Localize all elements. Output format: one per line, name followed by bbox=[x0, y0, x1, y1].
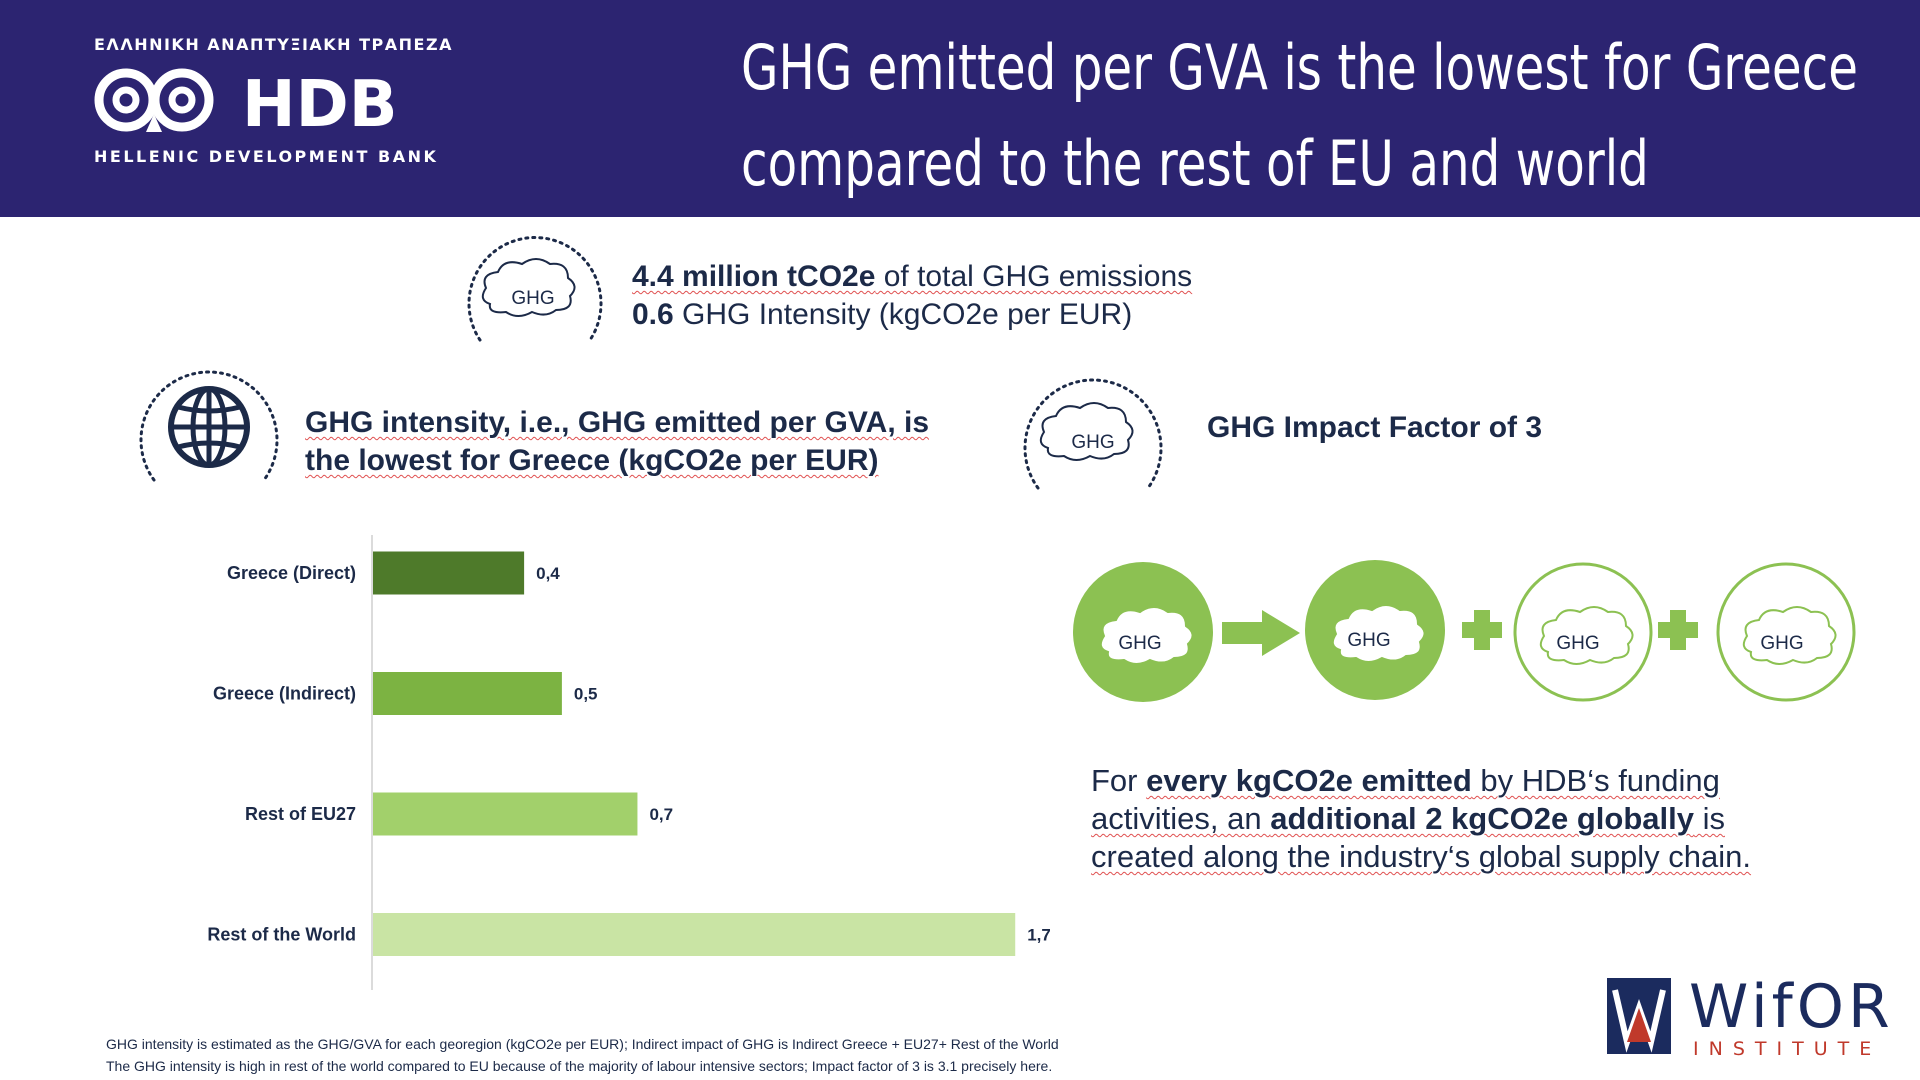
category-label-2: Rest of EU27 bbox=[245, 804, 356, 824]
total-emissions-value: 4.4 million tCO2e bbox=[632, 260, 876, 293]
flow-circle-1: GHG bbox=[1073, 562, 1213, 702]
desc-part-2: every kgCO2e emitted bbox=[1146, 763, 1472, 798]
desc-part-4: additional 2 kgCO2e globally bbox=[1270, 801, 1694, 836]
intensity-description-line-2: the lowest for Greece (kgCO2e per EUR) bbox=[305, 444, 879, 477]
top-icon-label: GHG bbox=[511, 288, 554, 309]
impact-factor-text: GHG Impact Factor of 3 bbox=[1207, 411, 1543, 444]
bar-2 bbox=[373, 792, 638, 836]
globe-icon bbox=[139, 370, 279, 482]
flow-circle-2: GHG bbox=[1305, 560, 1445, 700]
ghg-cloud-icon: GHG bbox=[467, 236, 603, 342]
value-label-3: 1,7 bbox=[1027, 926, 1050, 945]
desc-part-1: For bbox=[1091, 763, 1147, 798]
intensity-text: GHG Intensity (kgCO2e per EUR) bbox=[673, 298, 1133, 331]
total-emissions-stat: 4.4 million tCO2e of total GHG emissions… bbox=[632, 258, 1192, 334]
category-label-1: Greece (Indirect) bbox=[213, 684, 356, 704]
wifor-name: WifOR bbox=[1689, 972, 1894, 1042]
category-label-0: Greece (Direct) bbox=[227, 563, 356, 583]
arrow-icon bbox=[1222, 610, 1300, 656]
desc-part-3: by HDB‘s funding activities, an bbox=[1091, 763, 1720, 836]
flow-label-3: GHG bbox=[1556, 633, 1599, 654]
footnote: GHG intensity is estimated as the GHG/GV… bbox=[106, 1033, 1059, 1077]
flow-label-4: GHG bbox=[1760, 633, 1803, 654]
wifor-logo-mark bbox=[1607, 978, 1671, 1054]
intensity-bar-chart: Greece (Direct) 0,4 Greece (Indirect) 0,5 Re… bbox=[207, 535, 1050, 990]
hdb-logo: HDB bbox=[94, 68, 397, 142]
logo-subtitle: HELLENIC DEVELOPMENT BANK bbox=[94, 147, 439, 166]
impact-icon-label: GHG bbox=[1071, 432, 1114, 453]
intensity-value: 0.6 bbox=[632, 298, 674, 331]
page-title: GHG emitted per GVA is the lowest for Gr… bbox=[741, 20, 1858, 212]
plus-icon-2 bbox=[1658, 610, 1698, 650]
flow-label-1: GHG bbox=[1118, 633, 1161, 654]
wifor-institute: INSTITUTE bbox=[1693, 1038, 1882, 1060]
value-label-1: 0,5 bbox=[574, 685, 598, 704]
footnote-line-2: The GHG intensity is high in rest of the… bbox=[106, 1058, 1053, 1074]
category-label-3: Rest of the World bbox=[207, 925, 356, 945]
impact-flow-diagram: GHG GHG GHG GHG bbox=[1073, 560, 1856, 702]
bar-0 bbox=[373, 551, 525, 595]
value-label-2: 0,7 bbox=[649, 805, 673, 824]
plus-icon-1 bbox=[1462, 610, 1502, 650]
bar-1 bbox=[373, 672, 562, 715]
bar-3 bbox=[373, 913, 1016, 956]
flow-circle-4: GHG bbox=[1716, 562, 1856, 702]
hdb-logo-text: HDB bbox=[242, 68, 397, 142]
impact-cloud-icon: GHG bbox=[1023, 378, 1163, 490]
impact-description: For every kgCO2e emitted by HDB‘s fundin… bbox=[1091, 762, 1771, 876]
desc-part-5: is created along the industry‘s global s… bbox=[1091, 801, 1752, 874]
flow-label-2: GHG bbox=[1347, 630, 1390, 651]
total-emissions-text: of total GHG emissions bbox=[875, 260, 1193, 293]
intensity-description: GHG intensity, i.e., GHG emitted per GVA… bbox=[305, 404, 929, 480]
flow-circle-3: GHG bbox=[1513, 562, 1653, 702]
intensity-description-line-1: GHG intensity, i.e., GHG emitted per GVA… bbox=[305, 406, 930, 439]
title-line-2: compared to the rest of EU and world bbox=[741, 127, 1649, 200]
title-line-1: GHG emitted per GVA is the lowest for Gr… bbox=[741, 31, 1858, 104]
header-banner: ΕΛΛΗΝΙΚΗ ΑΝΑΠΤΥΞΙΑΚΗ ΤΡΑΠΕΖΑ HDB HELLENI… bbox=[0, 0, 1920, 217]
value-label-0: 0,4 bbox=[536, 564, 560, 583]
logo-greek-text: ΕΛΛΗΝΙΚΗ ΑΝΑΠΤΥΞΙΑΚΗ ΤΡΑΠΕΖΑ bbox=[94, 35, 453, 54]
footnote-line-1: GHG intensity is estimated as the GHG/GV… bbox=[106, 1036, 1059, 1052]
